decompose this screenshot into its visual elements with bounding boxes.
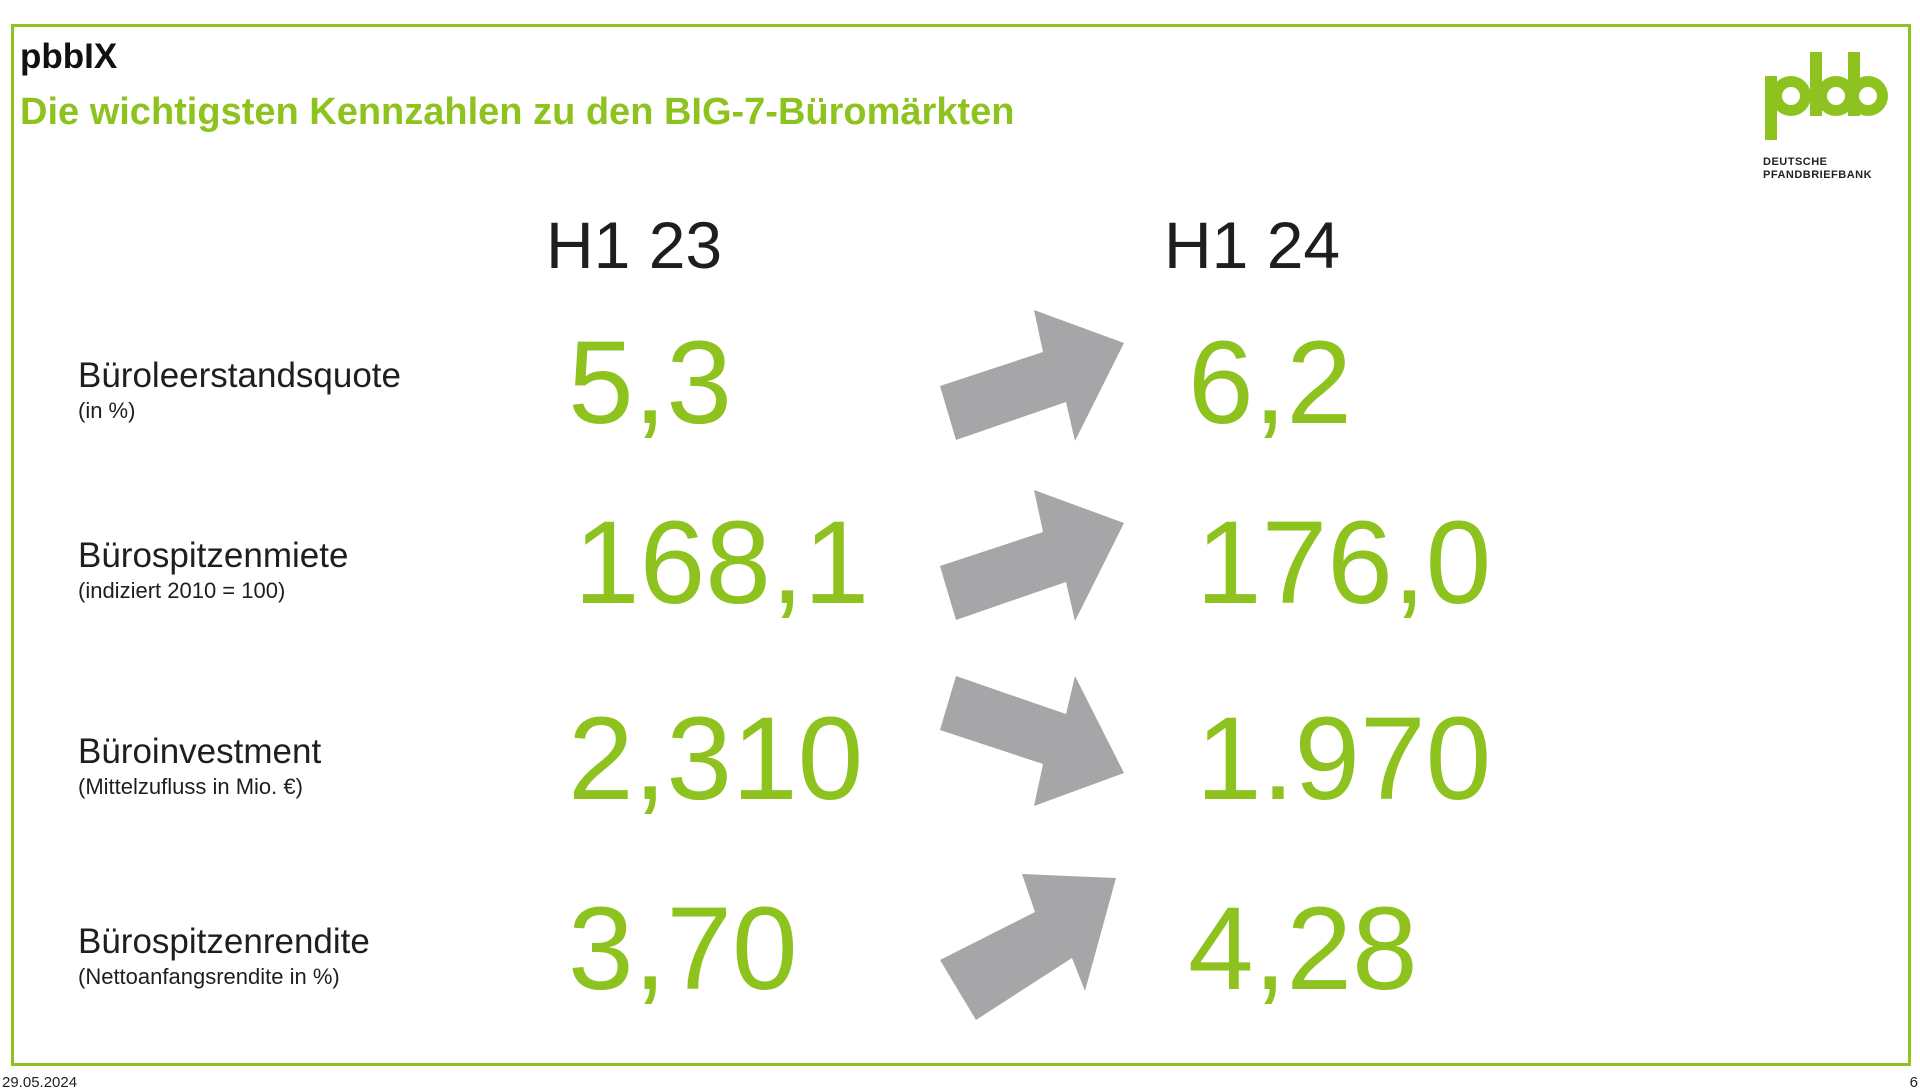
row-subtitle: (indiziert 2010 = 100) <box>78 578 286 604</box>
column-header-h1-24: H1 24 <box>1164 208 1341 282</box>
value-h1-23: 2,310 <box>568 693 864 825</box>
slide-frame <box>11 24 1911 1066</box>
value-h1-24: 1.970 <box>1196 693 1492 825</box>
slide-subtitle: Die wichtigsten Kennzahlen zu den BIG-7-… <box>20 91 1015 133</box>
row-title: Büroinvestment <box>78 732 322 771</box>
value-h1-24: 6,2 <box>1188 317 1353 449</box>
row-title: Bürospitzenmiete <box>78 536 349 575</box>
row-title: Büroleerstandsquote <box>78 356 401 395</box>
footer-date: 29.05.2024 <box>2 1074 78 1091</box>
value-h1-24: 176,0 <box>1196 497 1492 629</box>
logo-line-2: PFANDBRIEFBANK <box>1763 168 1873 181</box>
trend-up-arrow-icon <box>940 874 1116 1020</box>
logo-wordmark: DEUTSCHE PFANDBRIEFBANK <box>1763 156 1872 181</box>
trend-down-arrow-icon <box>940 676 1124 806</box>
pbb-logo-mark-icon <box>1765 52 1888 140</box>
row-label-bueroinvestment: Büroinvestment (Mittelzufluss in Mio. €) <box>78 732 321 803</box>
row-subtitle: (Mittelzufluss in Mio. €) <box>78 774 303 800</box>
row-subtitle: (in %) <box>78 398 136 424</box>
value-h1-24: 4,28 <box>1188 883 1418 1015</box>
value-h1-23: 3,70 <box>568 883 798 1015</box>
trend-up-arrow-icon <box>940 490 1124 621</box>
row-subtitle: (Nettoanfangsrendite in %) <box>78 964 340 990</box>
row-title: Bürospitzenrendite <box>78 922 370 961</box>
row-label-buerospitzenrendite: Bürospitzenrendite (Nettoanfangsrendite … <box>78 922 370 993</box>
footer-page-number: 6 <box>1909 1074 1918 1091</box>
logo-line-1: DEUTSCHE <box>1763 156 1828 168</box>
slide-title: pbbIX <box>20 37 118 76</box>
column-header-h1-23: H1 23 <box>546 208 723 282</box>
value-h1-23: 168,1 <box>574 497 870 629</box>
pbb-logo <box>1762 52 1892 144</box>
row-label-buerospitzenmiete: Bürospitzenmiete (indiziert 2010 = 100) <box>78 536 348 607</box>
row-label-bueroleerstandsquote: Büroleerstandsquote (in %) <box>78 356 401 427</box>
value-h1-23: 5,3 <box>568 317 733 449</box>
trend-up-arrow-icon <box>940 310 1124 441</box>
